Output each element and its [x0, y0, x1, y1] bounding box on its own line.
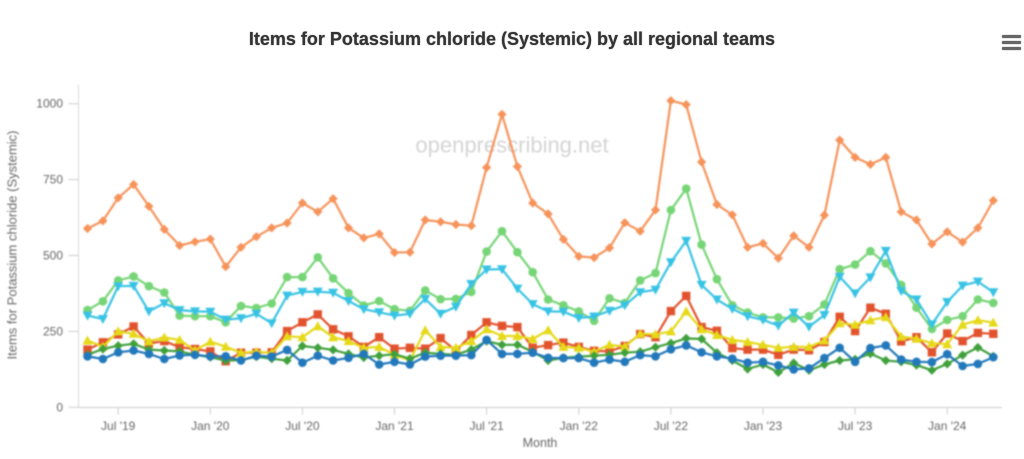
svg-text:Jan '20: Jan '20 — [191, 419, 230, 433]
svg-text:Jul '20: Jul '20 — [285, 419, 320, 433]
svg-text:Jan '24: Jan '24 — [928, 419, 967, 433]
svg-text:Jul '19: Jul '19 — [101, 419, 136, 433]
svg-text:Jul '22: Jul '22 — [654, 419, 689, 433]
svg-text:Jan '22: Jan '22 — [560, 419, 599, 433]
svg-text:Jan '21: Jan '21 — [375, 419, 414, 433]
svg-text:Jul '21: Jul '21 — [469, 419, 504, 433]
svg-text:0: 0 — [56, 400, 63, 414]
svg-text:Items for Potassium chloride (: Items for Potassium chloride (Systemic) — [5, 130, 20, 359]
svg-text:500: 500 — [43, 249, 63, 263]
svg-text:750: 750 — [43, 173, 63, 187]
svg-text:Jan '23: Jan '23 — [744, 419, 783, 433]
svg-text:1000: 1000 — [36, 97, 63, 111]
svg-text:250: 250 — [43, 324, 63, 338]
svg-text:Month: Month — [523, 436, 558, 450]
svg-text:Jul '23: Jul '23 — [838, 419, 873, 433]
